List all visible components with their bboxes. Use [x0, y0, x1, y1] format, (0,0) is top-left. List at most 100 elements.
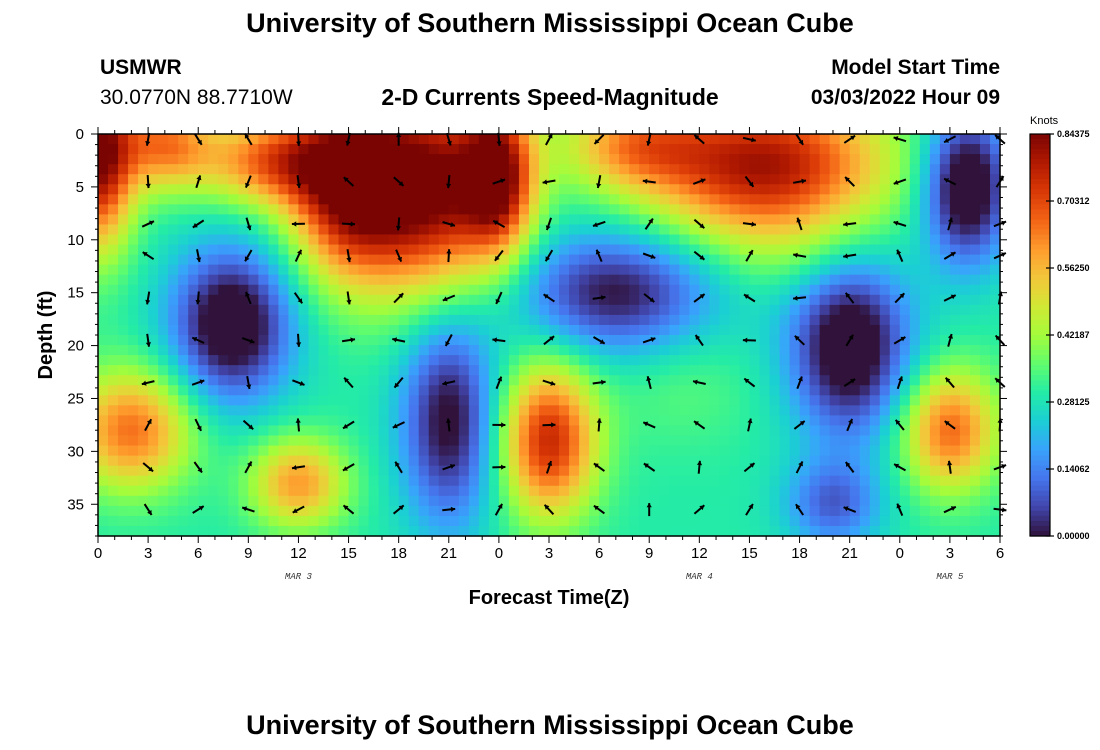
heatmap-cell — [579, 274, 590, 286]
heatmap-cell — [428, 304, 440, 316]
heatmap-cell — [268, 184, 279, 195]
heatmap-cell — [478, 244, 490, 256]
heatmap-cell — [749, 415, 761, 427]
heatmap-cell — [619, 405, 630, 416]
heatmap-cell — [649, 204, 660, 215]
heatmap-cell — [609, 335, 620, 346]
heatmap-cell — [669, 405, 680, 416]
heatmap-cell — [438, 505, 450, 517]
heatmap-cell — [398, 144, 410, 155]
heatmap-cell — [368, 194, 380, 205]
current-vector-arrow — [342, 420, 355, 430]
heatmap-cell — [609, 475, 620, 487]
heatmap-cell — [348, 244, 360, 256]
heatmap-cell — [268, 425, 279, 437]
heatmap-cell — [278, 234, 290, 246]
heatmap-cell — [669, 174, 680, 185]
heatmap-cell — [869, 495, 881, 507]
heatmap-cell — [609, 365, 620, 376]
colorbar-segment — [1030, 460, 1050, 467]
heatmap-cell — [589, 355, 600, 366]
heatmap-cell — [549, 515, 560, 527]
heatmap-cell — [218, 174, 229, 185]
heatmap-cell — [448, 324, 460, 336]
heatmap-cell — [518, 164, 530, 175]
heatmap-cell — [448, 314, 460, 326]
heatmap-cell — [418, 335, 430, 346]
heatmap-cell — [739, 405, 751, 416]
heatmap-cell — [909, 144, 921, 155]
heatmap-cell — [108, 505, 119, 517]
colorbar-segment — [1030, 274, 1050, 281]
heatmap-cell — [979, 224, 991, 236]
heatmap-cell — [689, 405, 700, 416]
heatmap-cell — [248, 154, 259, 165]
heatmap-cell — [198, 455, 209, 467]
current-vector-arrow — [592, 295, 606, 301]
heatmap-cell — [348, 274, 360, 286]
heatmap-cell — [949, 415, 961, 427]
heatmap-cell — [128, 335, 139, 346]
heatmap-cell — [639, 204, 650, 215]
heatmap-cell — [378, 144, 390, 155]
heatmap-cell — [178, 244, 189, 256]
y-tick-label: 5 — [76, 179, 84, 196]
heatmap-cell — [969, 224, 981, 236]
heatmap-cell — [488, 264, 500, 276]
heatmap-cell — [669, 445, 680, 457]
current-vector-arrow — [545, 460, 553, 474]
heatmap-cell — [979, 395, 991, 406]
heatmap-cell — [428, 475, 440, 487]
heatmap-cell — [779, 485, 791, 497]
heatmap-cell — [829, 164, 841, 175]
heatmap-cell — [959, 515, 971, 527]
heatmap-cell — [619, 435, 630, 447]
heatmap-cell — [188, 254, 199, 266]
colorbar-segment — [1030, 149, 1050, 155]
heatmap-cell — [138, 194, 149, 205]
heatmap-cell — [639, 274, 650, 286]
heatmap-cell — [538, 154, 550, 165]
heatmap-cell — [549, 445, 560, 457]
heatmap-cell — [679, 314, 690, 326]
heatmap-cell — [929, 485, 941, 497]
heatmap-cell — [619, 244, 630, 256]
heatmap-cell — [358, 525, 370, 537]
heatmap-cell — [769, 144, 781, 155]
heatmap-cell — [789, 294, 801, 306]
heatmap-cell — [418, 445, 430, 457]
heatmap-cell — [148, 294, 159, 306]
heatmap-cell — [929, 254, 941, 266]
colorbar-segment — [1030, 465, 1050, 472]
heatmap-cell — [418, 525, 430, 537]
heatmap-cell — [458, 515, 470, 527]
heatmap-cell — [819, 515, 831, 527]
heatmap-cell — [358, 224, 370, 236]
heatmap-cell — [298, 274, 310, 286]
heatmap-cell — [919, 264, 931, 276]
heatmap-cell — [599, 515, 610, 527]
heatmap-cell — [599, 435, 610, 447]
heatmap-cell — [859, 425, 871, 437]
heatmap-cell — [679, 274, 690, 286]
heatmap-cell — [208, 284, 219, 296]
heatmap-cell — [689, 435, 700, 447]
heatmap-cell — [168, 234, 179, 246]
heatmap-cell — [518, 174, 530, 185]
heatmap-cell — [448, 234, 460, 246]
heatmap-cell — [328, 485, 340, 497]
current-vector-arrow — [893, 463, 906, 472]
heatmap-cell — [118, 415, 129, 427]
current-vector-arrow — [693, 134, 705, 145]
heatmap-cell — [218, 264, 229, 276]
heatmap-cell — [408, 174, 420, 185]
heatmap-cell — [468, 415, 480, 427]
heatmap-cell — [318, 435, 330, 447]
heatmap-cell — [599, 184, 610, 195]
heatmap-cell — [679, 224, 690, 236]
heatmap-cell — [348, 314, 360, 326]
heatmap-cell — [248, 164, 259, 175]
heatmap-cell — [809, 284, 821, 296]
heatmap-cell — [589, 495, 600, 507]
heatmap-cell — [859, 485, 871, 497]
